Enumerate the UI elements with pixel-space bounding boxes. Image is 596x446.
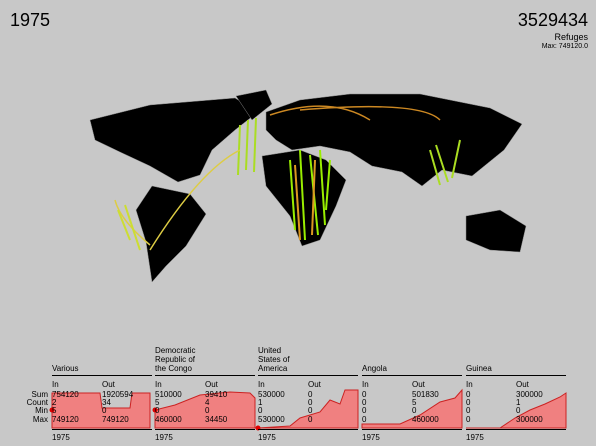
panel-name: Guinea [466, 364, 492, 373]
out-value: 4 [205, 398, 210, 407]
panel-year: 1975 [52, 433, 70, 442]
column-label: In [52, 380, 59, 389]
column-label: In [258, 380, 265, 389]
out-value: 0 [412, 406, 417, 415]
row-label: Max [32, 415, 48, 424]
south-america [135, 185, 207, 283]
panel-name: Democratic Republic of the Congo [155, 346, 196, 373]
out-value: 5 [412, 398, 417, 407]
column-label: Out [516, 380, 529, 389]
out-value: 0 [308, 390, 313, 399]
panel-rule [258, 375, 358, 376]
out-value: 34 [102, 398, 111, 407]
marker [49, 407, 55, 413]
in-value: 0 [466, 390, 471, 399]
panel-rule [155, 429, 255, 430]
panel-rule [466, 429, 566, 430]
column-label: Out [308, 380, 321, 389]
column-label: Out [205, 380, 218, 389]
sparkline-area [154, 391, 256, 429]
in-value: 510000 [155, 390, 182, 399]
in-value: 0 [155, 406, 160, 415]
flows [114, 105, 461, 251]
out-value: 0 [308, 406, 313, 415]
out-value: 1920594 [102, 390, 134, 399]
in-value: 2 [52, 398, 57, 407]
in-value: 0 [466, 406, 471, 415]
marker [152, 407, 158, 413]
panel-year: 1975 [155, 433, 173, 442]
column-label: In [362, 380, 369, 389]
out-value: 0 [308, 415, 313, 424]
total: 3529434 [517, 10, 588, 30]
sparklines [51, 388, 567, 429]
out-value: 34450 [205, 415, 228, 424]
in-value: 0 [362, 415, 367, 424]
in-value: 530000 [258, 415, 285, 424]
row-label: Sum [31, 390, 48, 399]
panel-rule [466, 375, 566, 376]
panel-rule [362, 375, 462, 376]
out-value: 0 [308, 398, 313, 407]
panel-name: Various [52, 364, 79, 373]
out-value: 749120 [102, 415, 129, 424]
panel-year: 1975 [258, 433, 276, 442]
out-value: 0 [205, 406, 210, 415]
panel-rule [258, 429, 358, 430]
sparkline-area [257, 389, 359, 429]
in-value: 5 [52, 406, 57, 415]
out-value: 501830 [412, 390, 439, 399]
out-value: 300000 [516, 390, 543, 399]
total-label: Refuges [554, 32, 588, 42]
max-label: Max: 749120.0 [541, 43, 588, 50]
sparkline-area [361, 388, 463, 429]
panel-name: Angola [362, 364, 387, 373]
column-label: In [466, 380, 473, 389]
panel-rule [155, 375, 255, 376]
out-value: 460000 [412, 415, 439, 424]
row-label: Count [26, 398, 48, 407]
in-value: 1 [258, 398, 263, 407]
out-value: 0 [102, 406, 107, 415]
out-value: 0 [516, 406, 521, 415]
in-value: 0 [258, 406, 263, 415]
out-value: 300000 [516, 415, 543, 424]
out-value: 1 [516, 398, 521, 407]
in-value: 5 [155, 398, 160, 407]
column-label: Out [102, 380, 115, 389]
panel-rule [52, 429, 152, 430]
row-label: Min [35, 406, 48, 415]
in-value: 0 [466, 415, 471, 424]
panel-rule [362, 429, 462, 430]
eurasia [265, 93, 523, 187]
in-value: 0 [362, 406, 367, 415]
in-value: 754120 [52, 390, 79, 399]
column-label: In [155, 380, 162, 389]
in-value: 460000 [155, 415, 182, 424]
in-value: 0 [362, 390, 367, 399]
sparkline-area [51, 392, 151, 429]
greenland [235, 89, 273, 121]
world-map [89, 89, 527, 283]
australia [465, 209, 527, 253]
column-label: Out [412, 380, 425, 389]
panel-rule [52, 375, 152, 376]
panel-year: 1975 [362, 433, 380, 442]
in-value: 749120 [52, 415, 79, 424]
in-value: 0 [362, 398, 367, 407]
panel-name: United States of America [258, 346, 290, 373]
markers [49, 407, 261, 431]
out-value: 39410 [205, 390, 228, 399]
sparkline-area [466, 392, 567, 429]
north-america [89, 97, 259, 183]
panel-year: 1975 [466, 433, 484, 442]
year-title: 1975 [10, 10, 51, 30]
in-value: 530000 [258, 390, 285, 399]
in-value: 0 [466, 398, 471, 407]
